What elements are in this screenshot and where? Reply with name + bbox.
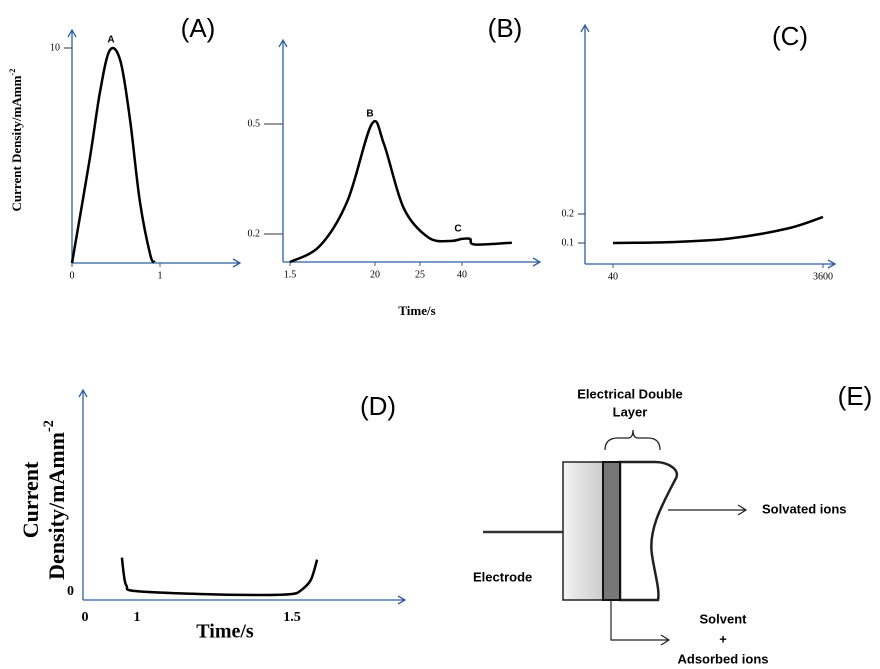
y-axis-label: Density/mAmm-2 bbox=[41, 420, 69, 580]
solution-region bbox=[618, 460, 678, 602]
axis bbox=[278, 38, 288, 262]
panel-e: Electrical Double Layer Solvated ions El… bbox=[473, 381, 872, 667]
axis bbox=[83, 595, 407, 605]
axis bbox=[580, 23, 590, 264]
arrow bbox=[610, 600, 671, 646]
axis bbox=[72, 258, 242, 268]
y-tick-label: 0.2 bbox=[562, 208, 575, 219]
axis bbox=[67, 28, 77, 263]
panel-label: (A) bbox=[181, 13, 216, 43]
y-tick-label: 10 bbox=[50, 42, 60, 53]
y-axis-label-text: Current bbox=[18, 461, 43, 538]
annotation: A bbox=[107, 35, 114, 46]
y-axis-label-text: Density/mAmm bbox=[44, 432, 69, 580]
label: Adsorbed ions bbox=[677, 651, 768, 666]
x-tick-label: 1 bbox=[134, 610, 141, 625]
x-tick-label: 40 bbox=[608, 271, 618, 282]
x-axis-label: Time/s bbox=[196, 621, 254, 643]
y-tick-label: 0 bbox=[67, 584, 74, 599]
x-tick-label: 1.5 bbox=[284, 269, 297, 280]
y-tick-label: 0.1 bbox=[562, 237, 575, 248]
axis bbox=[78, 388, 88, 600]
annotation: B bbox=[366, 109, 373, 120]
label: Solvated ions bbox=[762, 501, 847, 516]
x-tick-label: 3600 bbox=[813, 271, 833, 282]
diagram-title: Electrical Double bbox=[577, 386, 682, 401]
axis bbox=[585, 259, 837, 269]
x-axis-label: Time/s bbox=[398, 303, 435, 318]
diagram-title: Layer bbox=[613, 404, 648, 419]
panel: 0 1 1.5 0 (D) Time/s Current Density/mAmm-2 bbox=[18, 388, 407, 643]
panel: 0 1 10 A (A) Current Density/mAmm-2 bbox=[7, 13, 242, 281]
y-axis-label: Current Density/mAmm-2 bbox=[7, 69, 24, 212]
y-axis-label-sup: -2 bbox=[7, 69, 17, 76]
panel: 1.5 20 25 40 0.2 0.5 B C (B) Time/s bbox=[248, 13, 542, 318]
y-tick-label: 0.2 bbox=[248, 228, 261, 239]
curve bbox=[612, 215, 824, 245]
curve bbox=[70, 46, 156, 264]
x-tick-label: 20 bbox=[370, 269, 380, 280]
x-tick-label: 25 bbox=[415, 269, 425, 280]
annotation: C bbox=[454, 224, 461, 235]
panel-label: (C) bbox=[772, 21, 808, 51]
brace bbox=[604, 429, 661, 451]
arrow bbox=[668, 504, 748, 516]
x-tick-label: 1 bbox=[158, 270, 163, 281]
y-axis-label-text: Current Density/mAmm bbox=[9, 75, 24, 211]
y-tick-label: 0.5 bbox=[248, 118, 261, 129]
y-axis-label: Current bbox=[18, 461, 43, 538]
electrode bbox=[562, 461, 606, 601]
panel-label: (E) bbox=[838, 381, 873, 411]
axis bbox=[283, 257, 542, 267]
curve bbox=[120, 557, 319, 597]
x-tick-label: 0 bbox=[70, 270, 75, 281]
panel: 40 3600 0.1 0.2 (C) bbox=[562, 21, 837, 282]
panel-label: (D) bbox=[360, 391, 396, 421]
x-tick-label: 0 bbox=[82, 610, 89, 625]
label: Electrode bbox=[473, 569, 532, 584]
x-tick-label: 40 bbox=[457, 269, 467, 280]
label: Solvent bbox=[700, 611, 748, 626]
adsorbed-layer bbox=[602, 461, 621, 601]
curve bbox=[289, 119, 512, 264]
x-tick-label: 1.5 bbox=[283, 610, 301, 625]
label: + bbox=[719, 631, 727, 646]
y-axis-label-sup: -2 bbox=[41, 420, 57, 432]
panel-label: (B) bbox=[488, 13, 523, 43]
